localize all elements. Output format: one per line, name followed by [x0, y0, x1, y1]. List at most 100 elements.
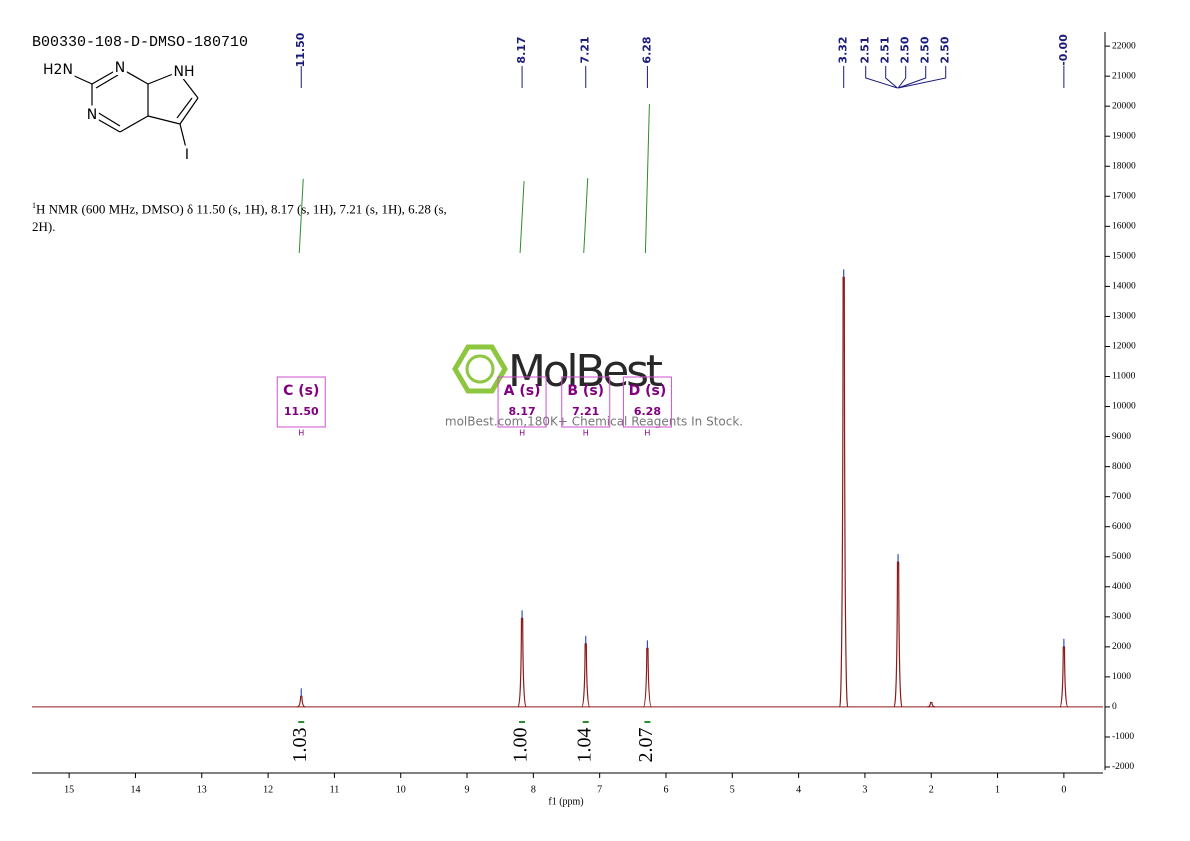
y-tick-label: 21000 — [1112, 71, 1136, 81]
peak — [893, 561, 903, 708]
multiplet-shift: 6.28 — [634, 405, 661, 418]
y-tick-label: -2000 — [1112, 762, 1134, 772]
y-tick-label: 2000 — [1112, 642, 1131, 652]
bond — [179, 123, 187, 149]
x-tick-label: 5 — [730, 784, 735, 795]
multiplet-box — [497, 376, 547, 428]
watermark-tagline: molBest.com,180K+ Chemical Reagents In S… — [445, 415, 743, 429]
peak-label-leader — [897, 66, 907, 89]
peak-label: 7.21 — [579, 36, 592, 63]
y-tick-label: 3000 — [1112, 612, 1131, 622]
x-axis-label: f1 (ppm) — [548, 796, 583, 807]
peak-label-leader — [885, 66, 898, 89]
multiplet-label: A (s) — [504, 383, 541, 399]
peak-label: 3.32 — [837, 36, 850, 63]
x-tick-label: 13 — [197, 784, 207, 795]
peak — [839, 276, 849, 708]
y-tick-label: 15000 — [1112, 252, 1136, 262]
y-tick-label: 11000 — [1112, 372, 1136, 382]
atom-label: N — [115, 60, 125, 76]
bond — [147, 115, 181, 125]
integral-curve — [644, 103, 650, 254]
y-tick-label: 1000 — [1112, 672, 1131, 682]
peak-label: 2.50 — [899, 36, 912, 63]
bond — [119, 67, 149, 85]
bond — [119, 115, 149, 133]
peak-label-leader — [865, 66, 898, 89]
y-tick-label: 8000 — [1112, 462, 1131, 472]
logo-circle — [465, 354, 495, 384]
y-tick-label: 6000 — [1112, 522, 1131, 532]
peak — [517, 617, 527, 708]
y-tick-label: 5000 — [1112, 552, 1131, 562]
description: 1H NMR (600 MHz, DMSO) δ 11.50 (s, 1H), … — [32, 197, 452, 236]
integral-label: 1.03 — [289, 728, 311, 763]
peak-label: 2.51 — [859, 36, 872, 63]
integral-label: 2.07 — [635, 728, 657, 763]
peak — [1059, 646, 1069, 708]
x-tick-label: 8 — [531, 784, 536, 795]
bond — [95, 74, 119, 89]
peak-label: 2.50 — [939, 36, 952, 63]
multiplet-shift: 11.50 — [284, 405, 319, 418]
multiplet-atom: H — [298, 429, 304, 438]
y-tick-label: 14000 — [1112, 282, 1136, 292]
y-tick-label: 20000 — [1112, 101, 1136, 111]
description-sup: 1 — [32, 201, 36, 210]
bond — [91, 67, 121, 85]
atom-label: N — [87, 107, 97, 123]
multiplet-box — [561, 376, 611, 428]
y-tick-label: 10000 — [1112, 402, 1136, 412]
x-tick-label: 14 — [130, 784, 140, 795]
description-text: H NMR (600 MHz, DMSO) δ 11.50 (s, 1H), 8… — [32, 201, 447, 235]
peak-label: 6.28 — [640, 36, 653, 63]
molecule — [69, 67, 199, 149]
y-tick-label: 0 — [1112, 702, 1117, 712]
peak-label: -0.00 — [1057, 34, 1070, 66]
y-tick-label: 4000 — [1112, 582, 1131, 592]
multiplet-label: C (s) — [283, 383, 319, 399]
peak-label: 11.50 — [294, 32, 307, 67]
peak-label: 8.17 — [515, 36, 528, 63]
peak-label: 2.51 — [879, 36, 892, 63]
bond — [179, 97, 199, 125]
x-tick-label: 6 — [663, 784, 668, 795]
y-tick-label: 12000 — [1112, 342, 1136, 352]
chart-title: B00330-108-D-DMSO-180710 — [32, 34, 248, 51]
multiplet-atom: H — [644, 429, 650, 438]
atom-label: I — [185, 147, 189, 163]
multiplet-shift: 7.21 — [572, 405, 599, 418]
integral-curve — [519, 180, 525, 254]
bond — [96, 111, 121, 127]
multiplet-box — [276, 376, 326, 428]
x-tick-label: 3 — [862, 784, 867, 795]
atom-label: H2N — [43, 62, 73, 78]
y-tick-label: 18000 — [1112, 161, 1136, 171]
multiplet-shift: 8.17 — [509, 405, 536, 418]
multiplet-atom: H — [583, 429, 589, 438]
bond — [147, 71, 179, 85]
multiplet-atom: H — [519, 429, 525, 438]
watermark-logo — [452, 344, 508, 394]
y-tick-label: 9000 — [1112, 432, 1131, 442]
x-tick-label: 12 — [263, 784, 273, 795]
y-tick-label: 13000 — [1112, 312, 1136, 322]
x-tick-label: 11 — [330, 784, 340, 795]
x-tick-label: 7 — [597, 784, 602, 795]
x-tick-label: 0 — [1061, 784, 1066, 795]
bond — [176, 97, 193, 119]
integral-label: 1.00 — [510, 728, 532, 763]
x-tick-label: 10 — [396, 784, 406, 795]
atom-label: NH — [174, 64, 195, 80]
y-tick-label: 17000 — [1112, 191, 1136, 201]
peak-label-leader — [897, 66, 947, 89]
multiplet-label: D (s) — [629, 383, 667, 399]
y-tick-label: 16000 — [1112, 222, 1136, 232]
multiplet-box — [622, 376, 672, 428]
bond — [69, 73, 93, 85]
watermark-brand: MolBest — [508, 346, 663, 397]
y-tick-label: -1000 — [1112, 732, 1134, 742]
logo-hexagon — [452, 344, 508, 394]
